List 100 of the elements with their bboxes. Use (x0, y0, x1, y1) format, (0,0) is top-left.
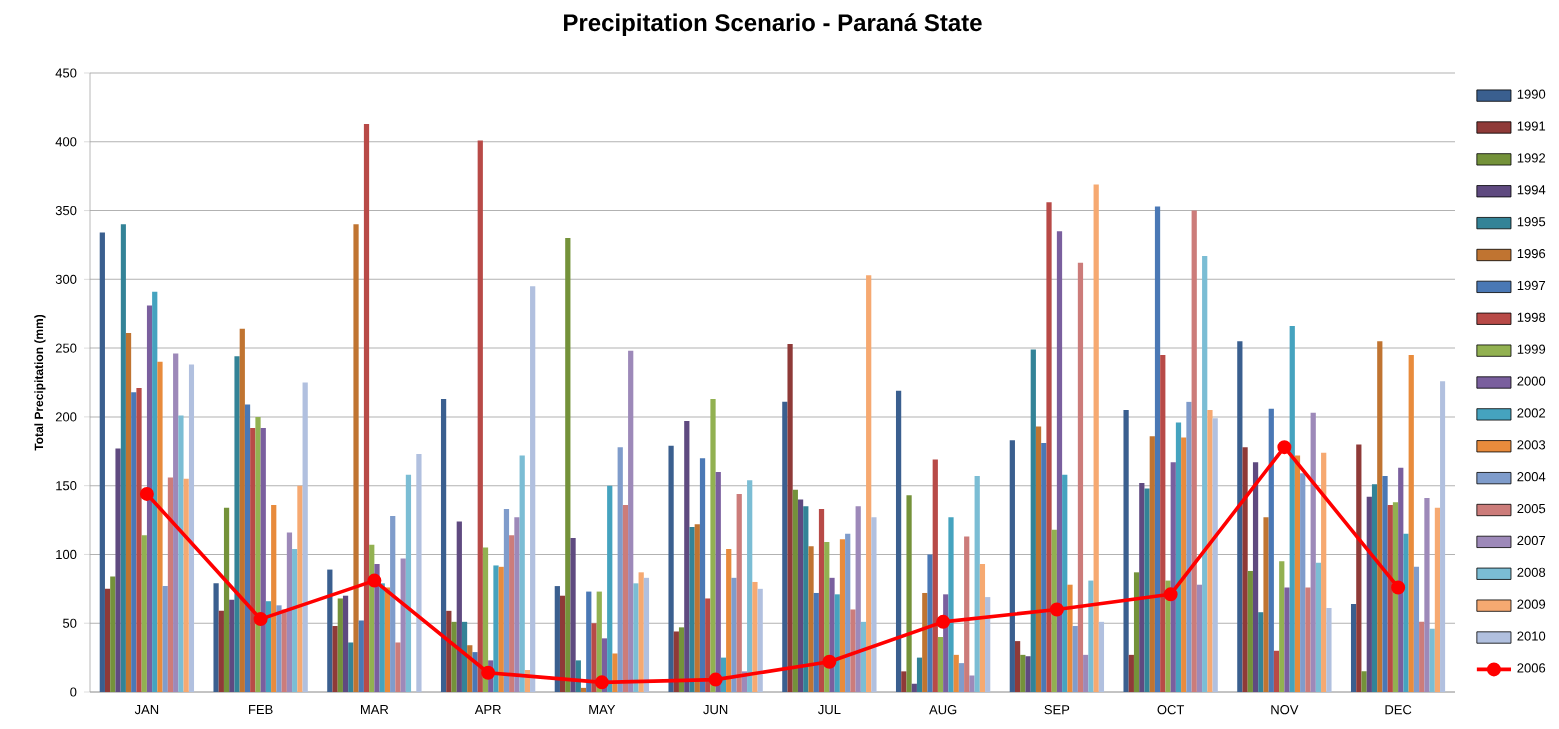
point (708, 672, 723, 687)
bar (937, 636, 944, 692)
bar (363, 123, 370, 692)
bar (901, 671, 907, 692)
legend-label: 1995 (1517, 217, 1546, 227)
bar (1030, 349, 1036, 692)
bar (1289, 326, 1295, 692)
bar (633, 583, 639, 692)
bar (705, 598, 711, 692)
bar (1252, 462, 1259, 692)
bar (726, 548, 732, 692)
bar (580, 687, 587, 692)
bar (1149, 436, 1155, 692)
bar (927, 554, 933, 692)
bar (895, 390, 902, 692)
bar (1382, 476, 1388, 692)
bar (157, 361, 163, 692)
bar (493, 565, 499, 692)
bar (1350, 603, 1357, 692)
bar (953, 654, 959, 692)
bar (1139, 482, 1145, 692)
bar (384, 587, 391, 692)
bar (131, 392, 137, 692)
bar (358, 620, 364, 692)
bar (689, 526, 695, 692)
bar (1408, 354, 1414, 692)
bar (1025, 656, 1031, 692)
bar (353, 224, 359, 692)
bar (922, 592, 928, 692)
bar (514, 517, 520, 692)
bar (1072, 625, 1078, 692)
y-tick-label: 150 (56, 481, 77, 491)
bar (958, 663, 965, 692)
bar (1434, 507, 1441, 692)
y-tick-label: 50 (63, 618, 77, 628)
bar (673, 631, 679, 692)
bar (845, 533, 851, 692)
point (1277, 440, 1292, 455)
legend-label: 2005 (1517, 503, 1546, 514)
bar (678, 627, 685, 692)
bar (684, 421, 690, 692)
bar (120, 224, 126, 692)
legend-label: 2003 (1517, 440, 1546, 450)
bar (1067, 584, 1073, 692)
bar (792, 489, 798, 692)
bar (932, 459, 938, 692)
bar (1123, 410, 1129, 692)
bar (405, 474, 412, 692)
bar (498, 566, 504, 692)
bar (554, 586, 560, 692)
bar (813, 592, 819, 692)
bar (1212, 418, 1218, 692)
bar (229, 599, 235, 692)
legend-label: 1996 (1517, 248, 1546, 259)
bar (1191, 210, 1197, 692)
legend-label: 2002 (1517, 408, 1546, 418)
point (253, 612, 268, 627)
bar (239, 328, 245, 692)
bar (1046, 202, 1052, 692)
x-tick-label: AUG (929, 705, 957, 715)
bar (699, 458, 706, 692)
bar (519, 455, 525, 692)
legend-label: 1992 (1517, 153, 1546, 163)
bar (906, 495, 912, 692)
x-tick-label: MAY (589, 705, 616, 715)
bar (871, 517, 877, 692)
x-tick-label: JUN (703, 705, 728, 715)
bar (787, 343, 793, 692)
bar (617, 447, 623, 692)
bar (302, 382, 308, 692)
bar (1088, 580, 1094, 692)
bar (1207, 410, 1213, 692)
bar (1077, 262, 1084, 692)
legend-label: 2004 (1517, 472, 1546, 482)
bar (1300, 473, 1306, 692)
x-tick-label: OCT (1157, 705, 1185, 715)
bar (694, 524, 700, 692)
bar (1263, 517, 1269, 692)
bar (1387, 504, 1393, 692)
legend-label: 1998 (1517, 312, 1546, 322)
bar (1326, 608, 1332, 692)
bar (638, 572, 644, 692)
bar (916, 657, 923, 692)
chart-title: Precipitation Scenario - Paraná State (564, 13, 982, 36)
bar (337, 598, 343, 692)
bar (1284, 587, 1290, 692)
bar (400, 558, 406, 692)
bar (622, 504, 629, 692)
y-tick-label: 450 (55, 68, 77, 78)
bar (1377, 341, 1383, 692)
bar (115, 448, 121, 692)
y-tick-label: 200 (55, 412, 77, 422)
bar (1242, 447, 1248, 692)
bar (183, 478, 189, 692)
bar (1305, 587, 1311, 692)
bar (731, 577, 737, 692)
bar (866, 275, 872, 692)
bar (1014, 641, 1021, 692)
y-axis-title: Total Precipitation (mm) (34, 314, 46, 451)
bar (715, 471, 721, 692)
